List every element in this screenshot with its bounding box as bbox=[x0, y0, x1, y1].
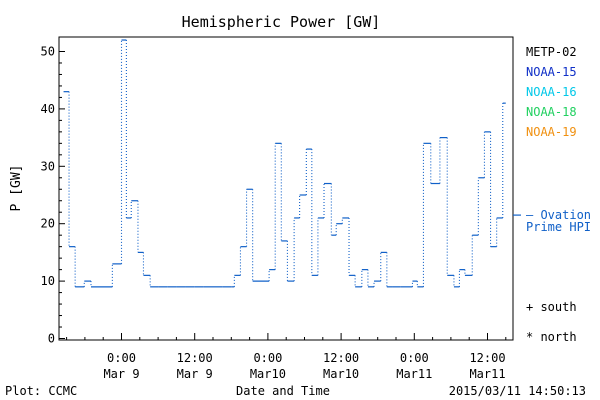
x-tick-date-label: Mar 9 bbox=[103, 367, 139, 381]
x-tick-date-label: Mar11 bbox=[396, 367, 432, 381]
x-tick-time-label: 12:00 bbox=[177, 351, 213, 365]
plot-credit: Plot: CCMC bbox=[5, 384, 77, 398]
x-tick-date-label: Mar10 bbox=[323, 367, 359, 381]
plot-timestamp: 2015/03/11 14:50:13 bbox=[449, 384, 586, 398]
x-tick-date-label: Mar10 bbox=[250, 367, 286, 381]
x-tick-time-label: 12:00 bbox=[469, 351, 505, 365]
legend-entry: NOAA-15 bbox=[526, 65, 577, 79]
legend: METP-02 NOAA-15 NOAA-16 NOAA-18 NOAA-19 — Ova… bbox=[513, 45, 591, 344]
y-tick-label: 50 bbox=[41, 45, 55, 59]
ovation-legend-label: Prime HPI bbox=[526, 220, 591, 234]
legend-entry: METP-02 bbox=[526, 45, 577, 59]
x-axis: 0:00 Mar 9 12:00 Mar 9 0:00 Mar10 12:00 Mar10 0:… bbox=[66, 333, 507, 381]
y-tick-label: 0 bbox=[48, 332, 55, 346]
marker-legend-entry: * north bbox=[526, 330, 577, 344]
x-tick-date-label: Mar 9 bbox=[177, 367, 213, 381]
y-tick-label: 40 bbox=[41, 102, 55, 116]
marker-legend-entry: + south bbox=[526, 300, 577, 314]
x-axis-label: Date and Time bbox=[236, 384, 330, 398]
y-axis: 0 10 20 30 40 50 bbox=[41, 45, 65, 346]
x-tick-time-label: 12:00 bbox=[323, 351, 359, 365]
legend-entry: NOAA-19 bbox=[526, 125, 577, 139]
ovation-legend-label: — Ovation bbox=[526, 208, 591, 222]
plot-area bbox=[63, 39, 506, 288]
y-tick-label: 30 bbox=[41, 159, 55, 173]
legend-entry: NOAA-18 bbox=[526, 105, 577, 119]
chart-title: Hemispheric Power [GW] bbox=[182, 13, 381, 31]
plot-frame bbox=[58, 36, 514, 341]
x-tick-time-label: 0:00 bbox=[400, 351, 429, 365]
x-tick-time-label: 0:00 bbox=[253, 351, 282, 365]
x-tick-date-label: Mar11 bbox=[469, 367, 505, 381]
y-tick-label: 20 bbox=[41, 217, 55, 231]
y-axis-label: P [GW] bbox=[9, 165, 24, 212]
x-tick-time-label: 0:00 bbox=[107, 351, 136, 365]
y-tick-label: 10 bbox=[41, 274, 55, 288]
legend-entry: NOAA-16 bbox=[526, 85, 577, 99]
